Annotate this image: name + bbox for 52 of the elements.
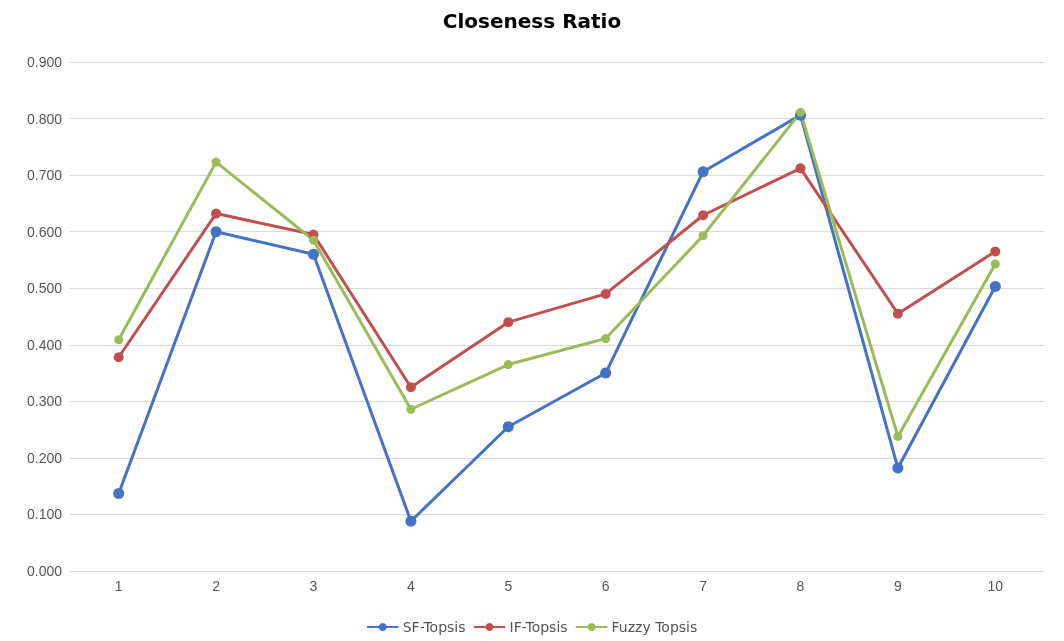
- x-tick-label: 1: [114, 578, 123, 594]
- point: [211, 157, 221, 167]
- x-tick-label: 4: [407, 578, 415, 594]
- point: [211, 208, 222, 219]
- legend-label: SF-Topsis: [402, 619, 466, 635]
- point: [892, 462, 904, 474]
- chart-title: Closeness Ratio: [442, 9, 622, 33]
- y-tick-label: 0.800: [26, 110, 63, 127]
- y-tick-label: 0.200: [26, 449, 63, 466]
- point: [308, 248, 319, 260]
- point: [503, 360, 513, 370]
- x-tick-label: 10: [987, 578, 1004, 594]
- point: [893, 431, 903, 441]
- point: [210, 226, 222, 238]
- x-tick-label: 8: [796, 578, 805, 594]
- point: [406, 404, 416, 414]
- point: [697, 166, 709, 178]
- y-tick-label: 0.500: [26, 280, 63, 297]
- x-tick-label: 7: [699, 578, 708, 594]
- legend-label: Fuzzy Topsis: [611, 619, 698, 635]
- x-tick-label: 9: [894, 578, 902, 594]
- x-tick-label: 5: [504, 578, 513, 594]
- point: [114, 335, 124, 345]
- legend-label: IF-Topsis: [509, 619, 568, 635]
- x-tick-label: 2: [212, 578, 221, 594]
- x-tick-label: 3: [309, 578, 318, 594]
- point: [990, 246, 1001, 257]
- point: [698, 231, 708, 241]
- y-tick-label: 0.300: [26, 393, 63, 410]
- point: [600, 288, 611, 299]
- point: [502, 421, 514, 433]
- y-tick-label: 0.400: [26, 336, 63, 353]
- point: [405, 382, 416, 393]
- y-tick-label: 0.900: [26, 54, 63, 70]
- point: [405, 515, 417, 527]
- point: [113, 488, 125, 500]
- point: [600, 367, 612, 379]
- point: [989, 281, 1001, 293]
- point: [698, 210, 709, 221]
- y-tick-label: 0.600: [26, 223, 63, 240]
- point: [113, 352, 124, 363]
- y-tick-label: 0.700: [26, 167, 63, 184]
- point: [601, 334, 611, 344]
- x-tick-label: 6: [601, 578, 610, 594]
- point: [795, 163, 806, 174]
- y-tick-label: 0.000: [26, 563, 63, 579]
- y-tick-label: 0.100: [26, 506, 63, 523]
- point: [503, 317, 514, 328]
- point: [892, 308, 903, 319]
- point: [796, 107, 805, 117]
- point: [309, 235, 318, 245]
- point: [990, 259, 1000, 269]
